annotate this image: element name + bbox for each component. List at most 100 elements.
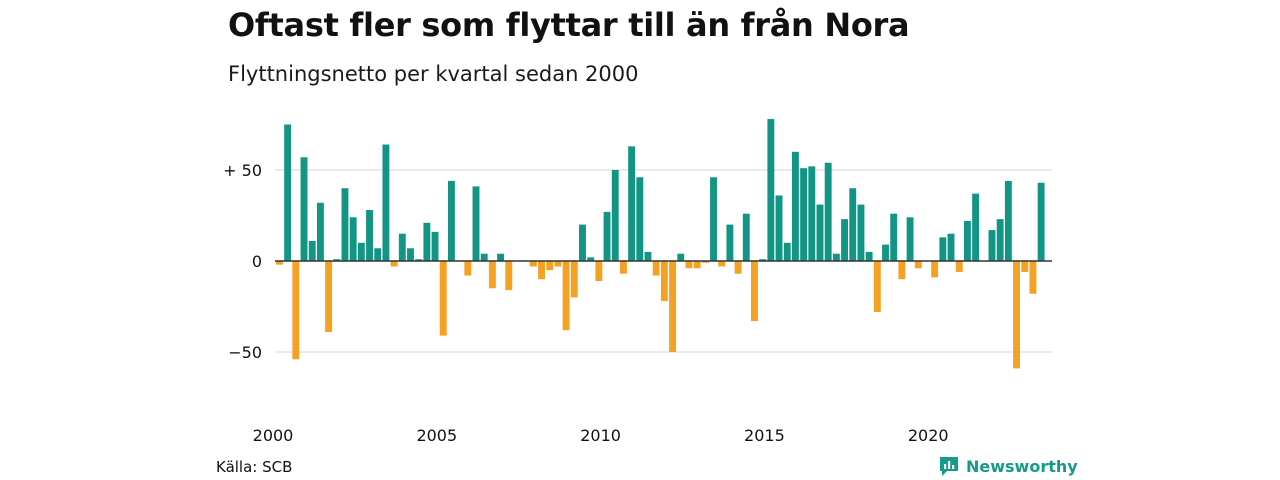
bar (865, 251, 873, 261)
bar (480, 253, 488, 261)
bar (447, 180, 455, 261)
bar (308, 240, 316, 261)
bar (685, 261, 693, 269)
newsworthy-logo: Newsworthy (938, 455, 1078, 477)
bar (660, 261, 668, 302)
bar (849, 188, 857, 261)
bar (284, 124, 292, 261)
bar (415, 259, 423, 261)
bar (357, 242, 365, 261)
source-note: Källa: SCB (216, 458, 293, 476)
bar (734, 261, 742, 274)
bar (529, 261, 537, 267)
bar (423, 222, 431, 261)
bar (325, 261, 333, 332)
y-axis-ticks: + 50 0 −50 (223, 161, 262, 362)
bars (276, 119, 1045, 369)
bar (1004, 180, 1012, 261)
brand-name: Newsworthy (966, 456, 1078, 476)
bar (628, 146, 636, 261)
bar (816, 204, 824, 261)
bar (439, 261, 447, 336)
x-tick-label: 2020 (908, 426, 949, 445)
bar (579, 224, 586, 261)
bar (619, 261, 627, 274)
bar (914, 261, 922, 269)
bar (1021, 261, 1029, 272)
newsworthy-icon (940, 457, 958, 476)
bar (857, 204, 865, 261)
bar (791, 151, 799, 261)
bar (398, 233, 406, 261)
bar (988, 230, 996, 261)
bar (652, 261, 660, 276)
bar (751, 261, 758, 322)
bar (488, 261, 496, 289)
bar (341, 188, 349, 261)
bar (742, 213, 750, 261)
bar (407, 248, 414, 261)
y-tick-label: 0 (252, 252, 262, 271)
y-tick-label: + 50 (223, 161, 262, 180)
bar (505, 261, 513, 291)
bar (1037, 182, 1045, 261)
bar (472, 186, 480, 261)
bar (677, 253, 685, 261)
bar (497, 253, 505, 261)
bar (873, 261, 881, 312)
bar (972, 193, 980, 261)
bar (390, 261, 398, 267)
bar (824, 162, 832, 261)
bar (595, 261, 603, 282)
bar (996, 219, 1004, 261)
bar (464, 261, 472, 276)
x-tick-label: 2010 (580, 426, 621, 445)
bar (587, 257, 595, 261)
bar (841, 219, 849, 261)
bar (636, 177, 644, 261)
bar (898, 261, 906, 280)
y-tick-label: −50 (228, 343, 262, 362)
bar (382, 144, 390, 261)
bar (775, 195, 783, 261)
bar (669, 261, 677, 352)
bar (431, 231, 439, 261)
x-tick-label: 2005 (416, 426, 457, 445)
x-axis-ticks: 2000 2005 2010 2015 2020 (253, 426, 949, 445)
bar (783, 242, 791, 261)
bar (611, 170, 619, 261)
bar (710, 177, 717, 261)
bar (570, 261, 578, 298)
bar (316, 202, 324, 261)
bar (366, 210, 373, 261)
bar (693, 261, 701, 269)
chart-subtitle: Flyttningsnetto per kvartal sedan 2000 (228, 62, 639, 86)
bar (300, 157, 308, 261)
bar (800, 168, 808, 261)
bar (276, 261, 283, 265)
bar (955, 261, 963, 272)
bar (292, 261, 300, 360)
bar (882, 244, 889, 261)
bar (931, 261, 939, 278)
chart-title: Oftast fler som flyttar till än från Nor… (228, 6, 910, 44)
bar (1013, 261, 1020, 369)
bar (832, 253, 840, 261)
gridlines (275, 169, 1052, 353)
bar (1029, 261, 1037, 294)
bar (906, 217, 914, 261)
bar (701, 261, 709, 263)
bar (963, 220, 971, 261)
bar (767, 119, 775, 261)
bar (644, 251, 652, 261)
bar (538, 261, 545, 280)
bar (562, 261, 570, 331)
bar (603, 211, 611, 261)
bar (939, 237, 947, 261)
x-tick-label: 2015 (744, 426, 785, 445)
bar (718, 261, 726, 267)
bar (808, 166, 816, 261)
bar (546, 261, 554, 271)
bar (759, 259, 767, 261)
